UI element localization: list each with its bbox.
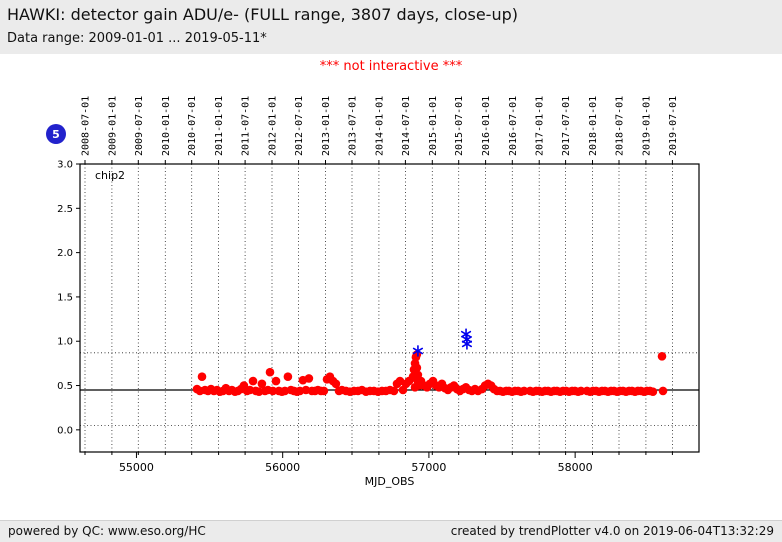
svg-text:2013-07-01: 2013-07-01 — [348, 96, 359, 156]
svg-text:2012-01-01: 2012-01-01 — [268, 96, 279, 156]
svg-text:58000: 58000 — [558, 461, 593, 474]
nav-badge[interactable]: 5 — [46, 124, 66, 144]
svg-text:2018-07-01: 2018-07-01 — [615, 96, 626, 156]
svg-text:2010-01-01: 2010-01-01 — [161, 96, 172, 156]
svg-text:2008-07-01: 2008-07-01 — [81, 96, 92, 156]
data-range-subtitle: Data range: 2009-01-01 ... 2019-05-11* — [7, 31, 267, 46]
svg-text:0.5: 0.5 — [57, 381, 73, 392]
svg-text:3.0: 3.0 — [57, 160, 73, 171]
svg-text:2011-07-01: 2011-07-01 — [241, 96, 252, 156]
svg-text:56000: 56000 — [265, 461, 300, 474]
nav-badge-label: 5 — [52, 127, 60, 141]
not-interactive-notice: *** not interactive *** — [319, 59, 463, 74]
svg-text:2018-01-01: 2018-01-01 — [588, 96, 599, 156]
svg-text:2012-07-01: 2012-07-01 — [294, 96, 305, 156]
svg-text:2011-01-01: 2011-01-01 — [214, 96, 225, 156]
svg-text:0.0: 0.0 — [57, 425, 73, 436]
svg-text:2017-01-01: 2017-01-01 — [535, 96, 546, 156]
svg-text:55000: 55000 — [119, 461, 154, 474]
svg-text:2014-01-01: 2014-01-01 — [374, 96, 385, 156]
page-title: HAWKI: detector gain ADU/e- (FULL range,… — [7, 5, 518, 24]
svg-text:2013-01-01: 2013-01-01 — [321, 96, 332, 156]
header: HAWKI: detector gain ADU/e- (FULL range,… — [0, 0, 782, 54]
svg-text:2015-07-01: 2015-07-01 — [454, 96, 465, 156]
svg-text:2019-07-01: 2019-07-01 — [668, 96, 679, 156]
svg-text:1.5: 1.5 — [57, 292, 73, 303]
svg-text:2016-07-01: 2016-07-01 — [508, 96, 519, 156]
svg-text:2009-07-01: 2009-07-01 — [134, 96, 145, 156]
svg-text:2015-01-01: 2015-01-01 — [428, 96, 439, 156]
svg-text:chip2: chip2 — [95, 169, 125, 182]
svg-text:2016-01-01: 2016-01-01 — [481, 96, 492, 156]
footer-created-by: created by trendPlotter v4.0 on 2019-06-… — [450, 524, 774, 538]
svg-text:2009-01-01: 2009-01-01 — [107, 96, 118, 156]
svg-text:2010-07-01: 2010-07-01 — [187, 96, 198, 156]
svg-text:1.0: 1.0 — [57, 337, 73, 348]
svg-text:2.0: 2.0 — [57, 248, 73, 259]
footer: powered by QC: www.eso.org/HC created by… — [0, 520, 782, 542]
svg-text:MJD_OBS: MJD_OBS — [365, 475, 415, 488]
svg-text:2019-01-01: 2019-01-01 — [641, 96, 652, 156]
footer-qc-link[interactable]: powered by QC: www.eso.org/HC — [8, 524, 206, 538]
svg-text:2017-07-01: 2017-07-01 — [561, 96, 572, 156]
svg-text:2014-07-01: 2014-07-01 — [401, 96, 412, 156]
svg-text:57000: 57000 — [411, 461, 446, 474]
svg-text:2.5: 2.5 — [57, 204, 73, 215]
